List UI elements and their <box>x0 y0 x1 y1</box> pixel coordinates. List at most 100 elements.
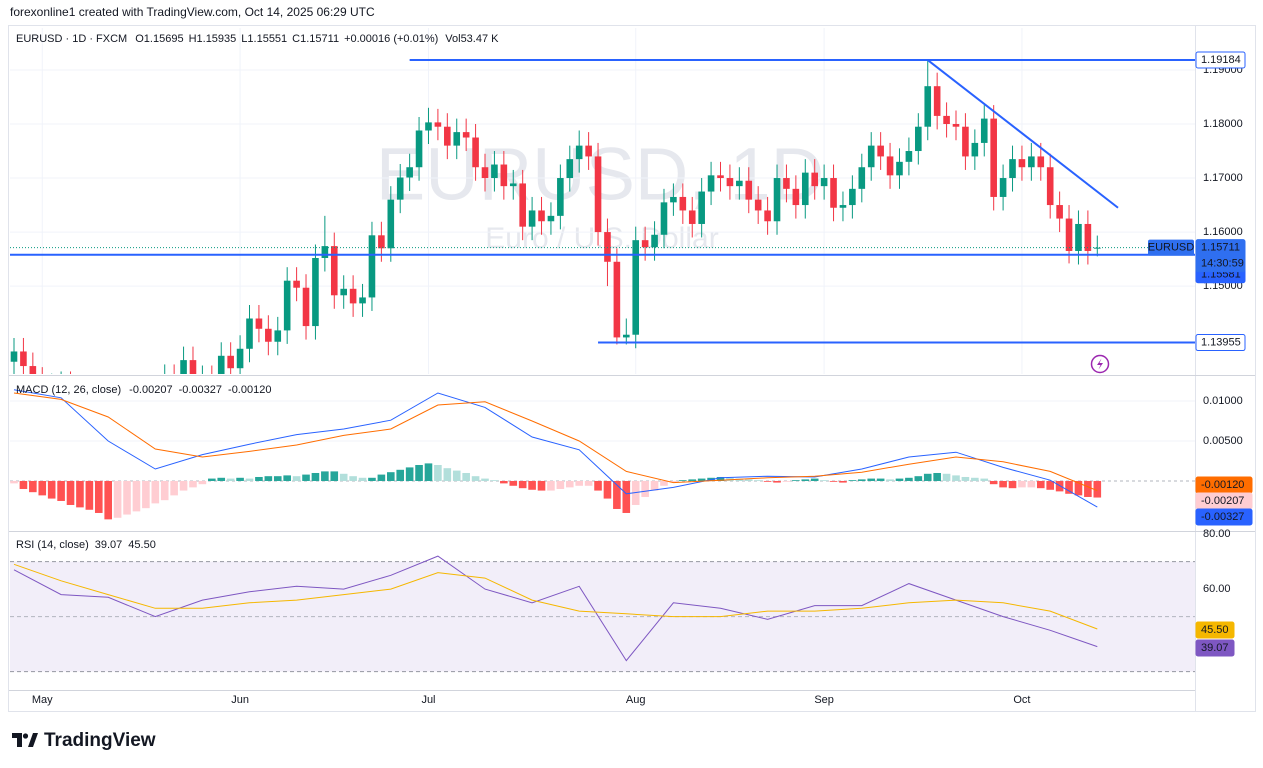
candle-body <box>1084 223 1092 251</box>
candle-body <box>971 142 979 157</box>
candle-body <box>839 205 847 208</box>
histogram-bar <box>867 478 876 481</box>
legend-field-label: L <box>241 33 247 45</box>
histogram-bar <box>980 478 989 481</box>
histogram-bar <box>999 480 1007 488</box>
candle-body <box>293 280 300 288</box>
histogram-bar <box>113 480 122 518</box>
histogram-bar <box>29 480 37 493</box>
candle-body <box>1028 156 1035 168</box>
watermark-subtitle: Euro / U.S. Dollar <box>485 222 718 255</box>
candle-body <box>858 167 866 189</box>
alert-icon[interactable] <box>1090 354 1110 374</box>
price-badge-label: 1.15711 <box>1201 242 1240 254</box>
y-tick-label: 0.01000 <box>1203 395 1243 407</box>
candle-body <box>915 126 922 152</box>
price-badge-label: -0.00207 <box>1201 495 1244 507</box>
y-tick-label: 0.00500 <box>1203 435 1243 447</box>
histogram-bar <box>603 480 612 499</box>
candle-body <box>1018 159 1026 168</box>
candle-body <box>820 178 828 187</box>
candle-body <box>302 287 310 327</box>
histogram-bar <box>886 479 894 481</box>
histogram-bar <box>933 472 941 481</box>
symbol-badge <box>1148 239 1194 256</box>
histogram-bar <box>923 473 932 481</box>
rsi-line <box>13 563 1098 630</box>
candle-body <box>1056 205 1063 219</box>
candle-body <box>952 124 960 127</box>
candle-body <box>462 132 470 138</box>
histogram-bar <box>264 476 273 481</box>
candle-body <box>886 156 894 176</box>
legend-field-label: C <box>292 33 300 45</box>
histogram-bar <box>773 480 781 483</box>
candle-body <box>726 178 734 187</box>
candle-body <box>528 210 536 227</box>
legend-field-label: H <box>189 33 197 45</box>
histogram-bar <box>660 480 668 486</box>
header: forexonline1 created with TradingView.co… <box>10 5 375 19</box>
histogram-bar <box>528 480 536 490</box>
candle-body <box>246 318 253 349</box>
candle-body <box>557 178 564 216</box>
candle-body <box>877 145 884 157</box>
candle-body <box>999 178 1007 197</box>
price-badge-label: 1.13955 <box>1201 336 1241 348</box>
candle-body <box>189 360 197 374</box>
candle-body <box>594 156 602 233</box>
pane-title: MACD (12, 26, close) <box>16 384 121 396</box>
y-tick-label: 1.17000 <box>1203 172 1243 184</box>
histogram-bar <box>594 480 602 491</box>
x-tick-label: Sep <box>814 694 834 706</box>
x-tick-label: Oct <box>1013 694 1030 706</box>
candle-body <box>867 145 875 168</box>
histogram-bar <box>217 477 226 481</box>
histogram-bar <box>245 478 254 481</box>
price-badge <box>1195 334 1246 352</box>
macd-pane <box>10 389 1195 520</box>
legend-change: +0.00016 (+0.01%) <box>344 33 438 45</box>
candle-body <box>330 246 338 296</box>
legend-value: 45.50 <box>128 539 156 551</box>
legend-field-label: O <box>135 33 144 45</box>
candle-body <box>359 297 366 304</box>
histogram-bar <box>1084 480 1092 497</box>
legend-field-value: 1.15711 <box>300 33 339 45</box>
rsi-line <box>13 555 1098 662</box>
histogram-bar <box>142 480 150 509</box>
trend-line <box>927 59 1119 209</box>
price-badge <box>1195 239 1246 273</box>
candle-body <box>736 180 743 187</box>
candle-body <box>180 360 187 374</box>
histogram-bar <box>669 480 678 483</box>
histogram-bar <box>151 480 160 504</box>
histogram-bar <box>311 472 320 481</box>
histogram-bar <box>1036 480 1045 489</box>
legend-value: -0.00207 <box>129 384 172 396</box>
candle-body <box>415 130 423 168</box>
candle-body <box>236 348 244 369</box>
legend-volume-label: Vol <box>445 33 460 45</box>
candle-body <box>585 145 592 157</box>
histogram-bar <box>641 480 649 497</box>
candle-body <box>1009 159 1016 179</box>
price-badge-label: 1.19184 <box>1201 54 1241 66</box>
histogram-bar <box>820 480 828 481</box>
histogram-bar <box>1046 480 1054 490</box>
histogram-bar <box>556 480 565 489</box>
histogram-bar <box>1074 480 1083 496</box>
histogram-bar <box>481 478 489 481</box>
histogram-bar <box>1093 480 1102 498</box>
candle-body <box>830 178 837 208</box>
histogram-bar <box>47 480 56 499</box>
histogram-bar <box>735 478 744 481</box>
candle-body <box>472 137 479 168</box>
histogram-bar <box>471 476 480 481</box>
rsi-pane <box>10 555 1195 673</box>
histogram-bar <box>198 480 207 485</box>
candle-body <box>575 145 583 160</box>
histogram-bar <box>405 467 414 481</box>
candle-body <box>1046 167 1054 206</box>
candle-body <box>321 246 329 258</box>
